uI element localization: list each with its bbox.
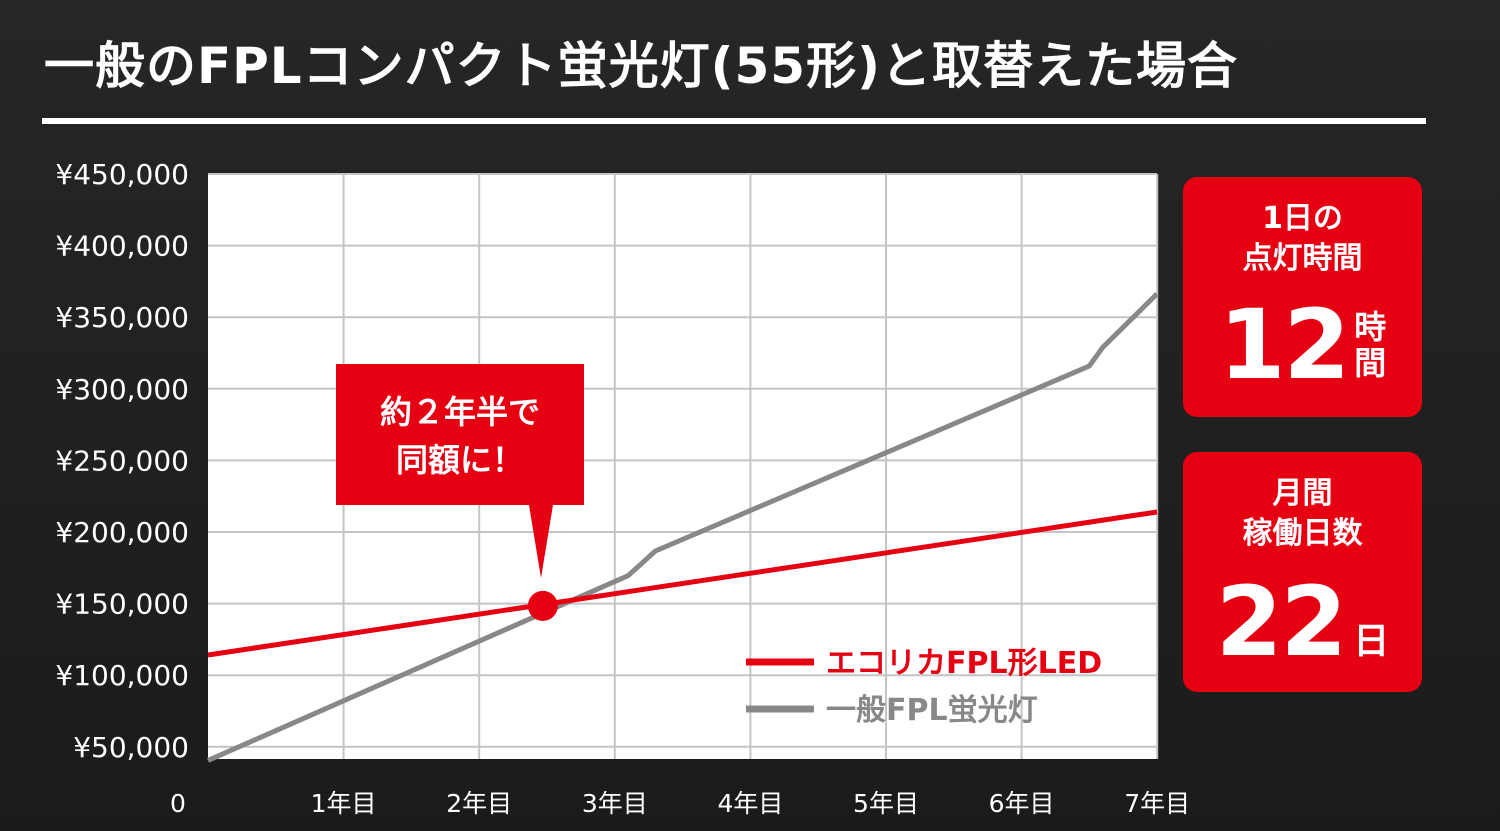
series-line xyxy=(207,509,1158,658)
y-tick-label: ¥100,000 xyxy=(55,659,189,692)
x-tick-label: 0 xyxy=(170,789,186,818)
callout-line-1: 約２年半で xyxy=(380,393,540,431)
title-underline xyxy=(42,118,1426,124)
y-tick-label: ¥300,000 xyxy=(55,373,189,406)
days-label-1: 月間 xyxy=(1272,476,1333,511)
y-tick-label: ¥400,000 xyxy=(55,230,189,263)
break-even-marker xyxy=(527,590,558,621)
x-tick-label: 2年目 xyxy=(446,789,512,818)
page-title: 一般のFPLコンパクト蛍光灯(55形)と取替えた場合 xyxy=(44,37,1238,95)
legend: エコリカFPL形LED 一般FPL蛍光灯 xyxy=(746,646,1102,728)
x-tick-label: 5年目 xyxy=(853,789,919,818)
series-line xyxy=(206,292,1159,763)
grid xyxy=(208,173,1159,759)
y-tick-label: ¥200,000 xyxy=(55,516,189,549)
hours-value: 12 xyxy=(1218,289,1351,401)
y-axis-ticks: ¥50,000 ¥100,000 ¥150,000 ¥200,000 ¥250,000 ¥… xyxy=(55,158,189,764)
operating-days-box: 月間 稼働日数 22 日 xyxy=(1183,452,1422,692)
y-tick-label: ¥450,000 xyxy=(55,158,189,191)
days-value: 22 xyxy=(1215,566,1348,678)
hours-label-1: 1日の xyxy=(1262,201,1343,236)
hours-label-2: 点灯時間 xyxy=(1242,241,1363,276)
callout-line-2: 同額に！ xyxy=(396,441,524,479)
y-tick-label: ¥350,000 xyxy=(55,301,189,334)
x-tick-label: 4年目 xyxy=(717,789,783,818)
callout-bubble: 約２年半で 同額に！ xyxy=(336,364,584,578)
y-tick-label: ¥250,000 xyxy=(55,444,189,477)
series xyxy=(206,292,1159,763)
legend-label-fpl: 一般FPL蛍光灯 xyxy=(826,693,1038,728)
hours-unit-2: 間 xyxy=(1354,344,1387,382)
days-label-2: 稼働日数 xyxy=(1242,516,1363,551)
y-tick-label: ¥150,000 xyxy=(55,588,189,621)
x-tick-label: 3年目 xyxy=(582,789,648,818)
x-tick-label: 7年目 xyxy=(1124,789,1190,818)
x-axis-ticks: 0 1年目 2年目 3年目 4年目 5年目 6年目 7年目 xyxy=(170,789,1190,818)
lighting-hours-box: 1日の 点灯時間 12 時 間 xyxy=(1183,177,1422,417)
x-tick-label: 6年目 xyxy=(989,789,1055,818)
x-tick-label: 1年目 xyxy=(311,789,377,818)
days-unit: 日 xyxy=(1353,621,1390,662)
callout-box xyxy=(336,364,584,578)
y-tick-label: ¥50,000 xyxy=(73,731,189,764)
legend-label-led: エコリカFPL形LED xyxy=(826,646,1102,681)
hours-unit-1: 時 xyxy=(1354,308,1387,346)
